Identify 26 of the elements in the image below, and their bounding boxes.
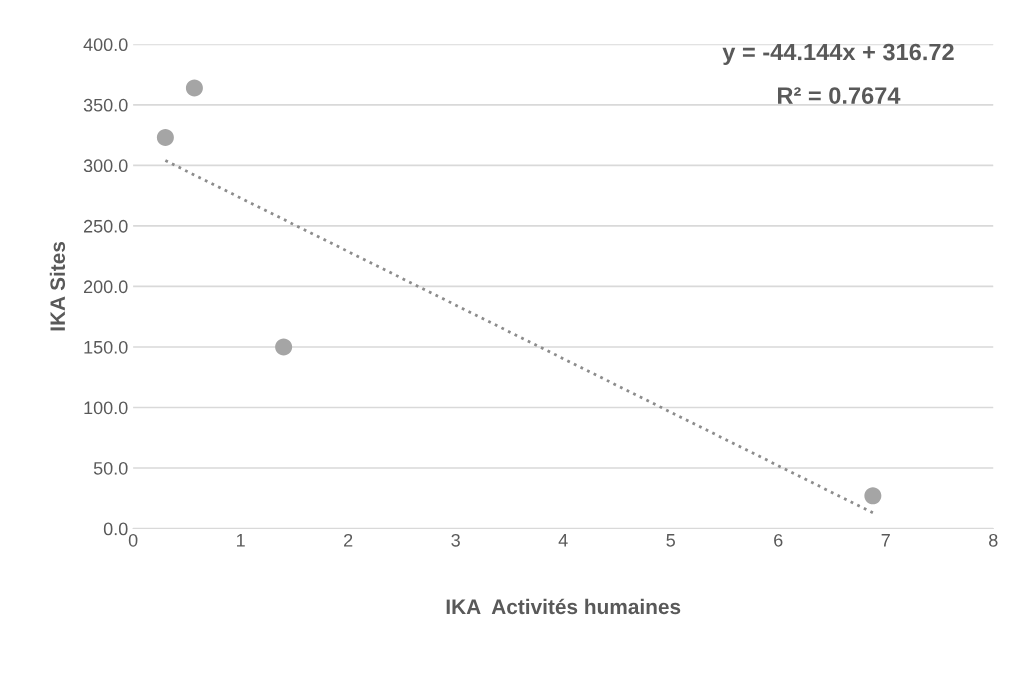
point xyxy=(185,79,203,97)
y-tick-label: 350.0 xyxy=(83,98,128,112)
y-tick-label: 0.0 xyxy=(103,522,128,536)
y-tick-label: 200.0 xyxy=(83,280,128,294)
x-tick-label: 2 xyxy=(344,533,353,547)
x-tick-label: 8 xyxy=(989,533,998,547)
x-tick-label: 3 xyxy=(451,533,460,547)
y-tick-label: 400.0 xyxy=(83,38,128,52)
y-tick-label: 150.0 xyxy=(84,340,128,354)
x-tick-label: 5 xyxy=(666,534,675,547)
annotation: R² = 0.7674 xyxy=(778,87,901,104)
point xyxy=(156,129,174,147)
x-axis-title: IKA Activités humaines xyxy=(446,598,681,615)
x-tick-label: 4 xyxy=(558,534,568,547)
annotation: y = -44.144x + 316.72 xyxy=(722,43,954,66)
y-axis-title: IKA Sites xyxy=(49,241,66,331)
x-tick-label: 1 xyxy=(237,534,245,547)
point xyxy=(864,487,882,505)
x-tick-label: 0 xyxy=(128,533,138,547)
x-tick-label: 6 xyxy=(774,533,783,547)
y-tick-label: 300.0 xyxy=(83,159,128,173)
y-tick-label: 100.0 xyxy=(84,401,128,415)
x-tick-label: 7 xyxy=(881,534,890,547)
y-tick-label: 250.0 xyxy=(83,219,128,233)
point xyxy=(275,338,293,356)
y-tick-label: 50.0 xyxy=(93,461,128,475)
